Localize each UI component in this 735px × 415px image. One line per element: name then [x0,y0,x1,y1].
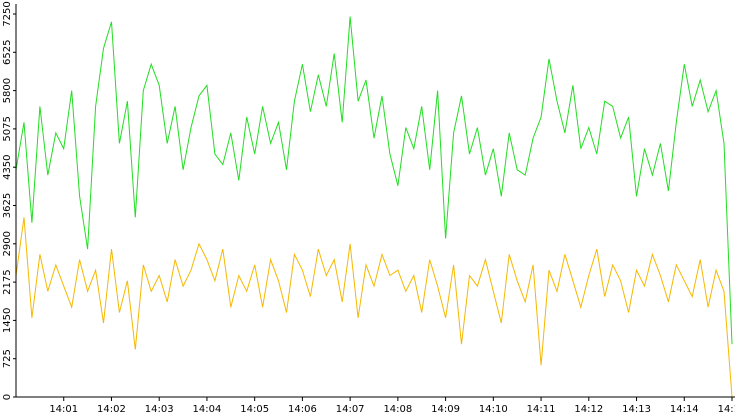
y-tick-label: 2900 [2,231,13,256]
x-tick-label: 14:14 [670,404,699,415]
y-tick-label: 5075 [2,116,13,141]
x-tick-label: 14:02 [97,404,126,415]
y-tick-label: 6525 [2,40,13,65]
y-tick-label: 7250 [2,1,13,26]
data-line [15,16,733,345]
x-tick-label: 14:07 [336,404,365,415]
x-tick-label: 14:13 [622,404,651,415]
y-tick-label: 725 [2,349,13,368]
x-tick-label: 14:11 [527,404,556,415]
x-tick-label: 14:08 [383,404,412,415]
y-tick-label: 4350 [2,154,13,179]
x-tick-label: 14:05 [240,404,269,415]
x-tick-label: 14:15 [718,404,735,415]
x-tick-label: 14:04 [193,404,222,415]
x-tick-label: 14:10 [479,404,508,415]
x-tick-label: 14:09 [431,404,460,415]
x-tick-label: 14:06 [288,404,317,415]
y-tick-label: 3625 [2,193,13,218]
x-tick-label: 14:03 [145,404,174,415]
x-tick-label: 14:01 [49,404,78,415]
y-tick-label: 0 [2,394,13,400]
y-tick-label: 1450 [2,308,13,333]
data-line [15,217,733,398]
x-tick-label: 14:12 [574,404,603,415]
y-tick-label: 2175 [2,269,13,294]
y-tick-label: 5800 [2,78,13,103]
